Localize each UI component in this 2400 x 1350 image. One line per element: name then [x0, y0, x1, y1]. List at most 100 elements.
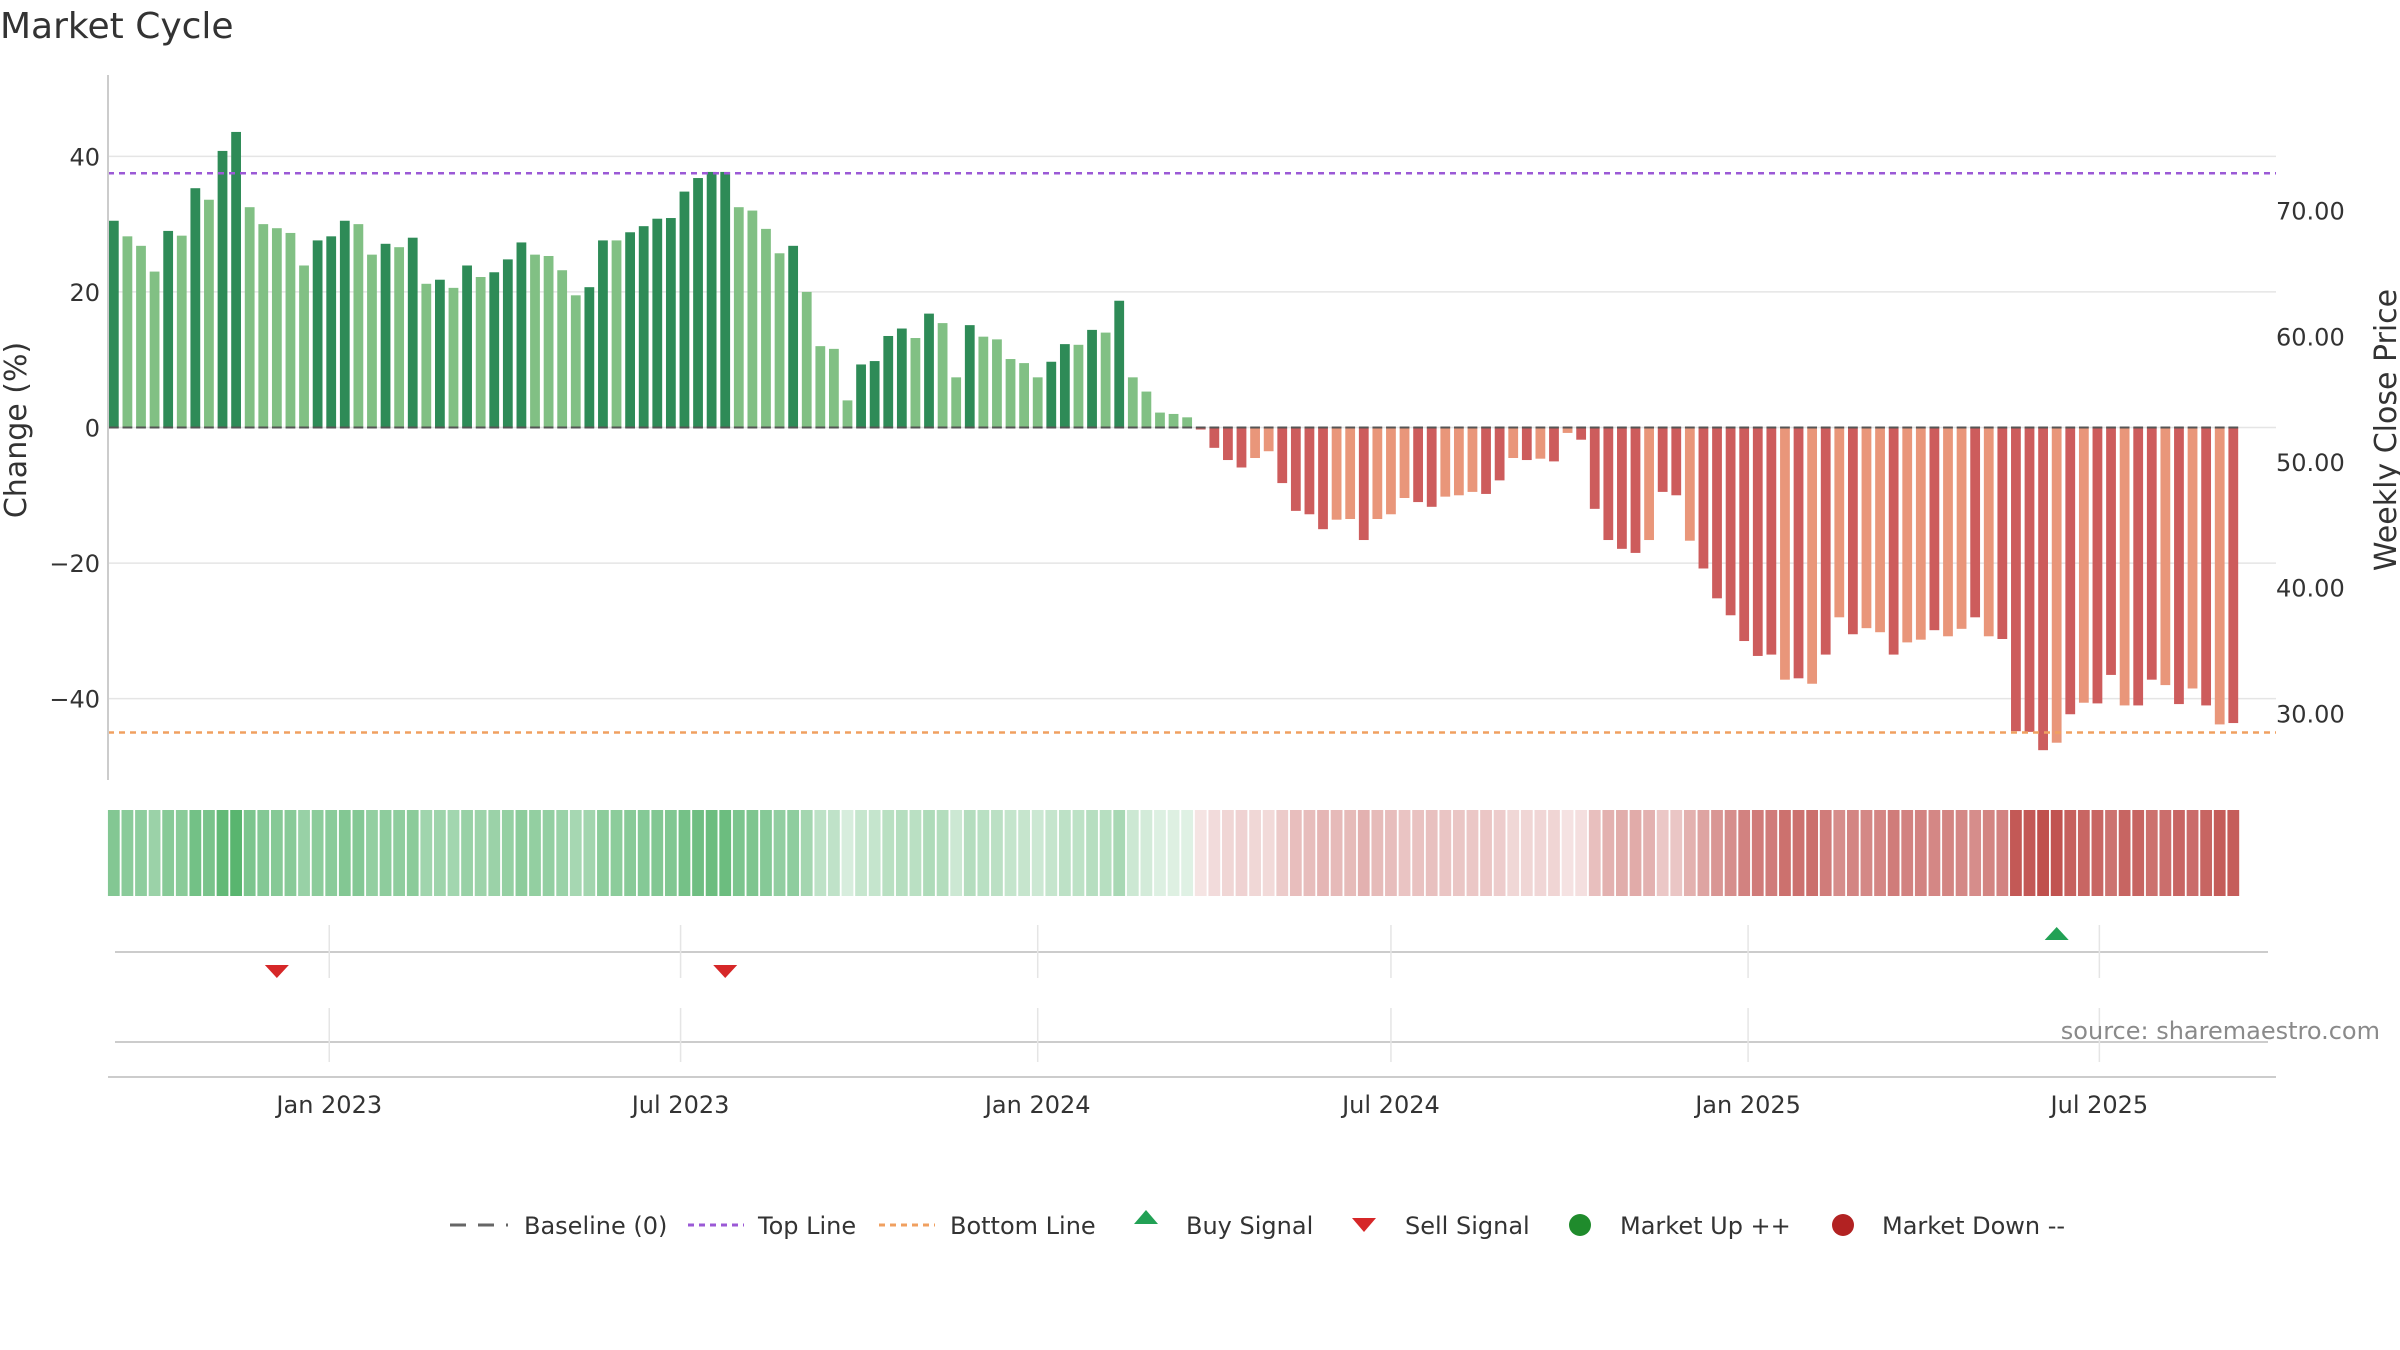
heat-cell	[1738, 810, 1751, 896]
heat-cell	[868, 810, 881, 896]
heat-cell	[1656, 810, 1669, 896]
heat-cell	[2145, 810, 2158, 896]
heat-cell	[257, 810, 270, 896]
heat-cell	[1086, 810, 1098, 896]
heat-cell	[107, 810, 120, 896]
heat-cell	[1439, 810, 1452, 896]
legend-label: Top Line	[757, 1212, 856, 1240]
change-bar	[190, 188, 201, 428]
change-bar	[1902, 427, 1913, 643]
heat-cell	[1140, 810, 1153, 896]
y-tick-label-right: 60.00	[2276, 323, 2345, 351]
change-bar	[1820, 427, 1831, 655]
heat-cell	[1996, 810, 2009, 896]
heat-cell	[461, 810, 473, 896]
heat-cell	[923, 810, 935, 896]
heat-cell	[800, 810, 813, 896]
heat-cell	[760, 810, 772, 896]
heat-cell	[1955, 810, 1968, 896]
change-bar	[1861, 427, 1872, 629]
heat-cell	[1819, 810, 1832, 896]
heat-cell	[1534, 810, 1547, 896]
change-bar	[2119, 427, 2130, 706]
change-bar	[570, 295, 581, 428]
change-bar	[611, 240, 622, 428]
heat-cell	[352, 810, 365, 896]
change-bar	[1277, 427, 1288, 484]
change-bar	[1657, 427, 1668, 492]
heat-cell	[2037, 810, 2049, 896]
x-tick-label: Jan 2023	[274, 1091, 382, 1119]
change-bar	[326, 236, 337, 428]
change-bar	[1481, 427, 1491, 494]
heat-cell	[1262, 810, 1275, 896]
change-bar	[1236, 427, 1247, 468]
change-bar	[271, 228, 282, 428]
change-bar	[2065, 427, 2076, 715]
heat-cell	[2227, 810, 2240, 896]
heat-cell	[692, 810, 704, 896]
heat-cell	[1344, 810, 1357, 896]
change-bar	[747, 210, 758, 428]
change-bar	[896, 328, 907, 428]
change-bar	[1549, 427, 1559, 462]
sell-signal-marker	[713, 965, 738, 978]
heat-cell	[583, 810, 596, 896]
heat-cell	[637, 810, 650, 896]
change-bar	[1712, 427, 1722, 599]
change-bar	[380, 243, 391, 428]
heat-cell	[1058, 810, 1071, 896]
heat-cell	[1629, 810, 1642, 896]
change-bar	[353, 224, 364, 428]
change-bar	[176, 235, 187, 428]
change-bar	[1127, 377, 1138, 428]
heat-cell	[1765, 810, 1778, 896]
signal-markers	[264, 927, 2069, 978]
change-bar	[1426, 427, 1437, 507]
change-bar	[1739, 427, 1750, 642]
change-bar	[502, 259, 513, 428]
heat-cell	[841, 810, 854, 896]
y-tick-label-right: 70.00	[2276, 198, 2345, 226]
heat-cell	[393, 810, 406, 896]
y-tick-label-left: 20	[69, 279, 100, 307]
change-bar	[2174, 427, 2184, 705]
change-bar	[1589, 427, 1600, 509]
y-tick-label-left: 0	[85, 415, 100, 443]
heat-cell	[787, 810, 800, 896]
heat-cell	[1874, 810, 1886, 896]
heat-cell	[2091, 810, 2104, 896]
heat-strip	[107, 810, 2240, 896]
x-tick-label: Jan 2024	[983, 1091, 1091, 1119]
heat-cell	[2213, 810, 2226, 896]
reference-lines	[108, 172, 2276, 734]
change-bar	[774, 253, 785, 428]
change-bar	[1263, 427, 1274, 452]
heat-cell	[230, 810, 242, 896]
change-bar	[339, 220, 350, 428]
change-bar	[1793, 427, 1804, 679]
change-bar	[1494, 427, 1505, 481]
change-bar	[1413, 427, 1424, 503]
legend-label: Market Up ++	[1620, 1212, 1791, 1240]
change-bar	[367, 254, 377, 428]
heat-cell	[1303, 810, 1316, 896]
change-bar	[652, 218, 663, 428]
heat-cell	[1289, 810, 1302, 896]
heat-cell	[325, 810, 338, 896]
change-bar	[1223, 427, 1233, 461]
heat-cell	[121, 810, 134, 896]
heat-cell	[2159, 810, 2172, 896]
change-bar	[421, 283, 432, 428]
heat-cell	[746, 810, 759, 896]
heat-cell	[1779, 810, 1791, 896]
heat-cell	[828, 810, 840, 896]
heat-cell	[2132, 810, 2145, 896]
legend-label: Buy Signal	[1186, 1212, 1313, 1240]
change-bar	[407, 237, 418, 428]
legend-buy-icon	[1134, 1210, 1158, 1224]
change-bar	[1929, 427, 1940, 631]
heat-cell	[2064, 810, 2077, 896]
change-bar	[665, 218, 676, 428]
change-bar	[2187, 427, 2198, 689]
